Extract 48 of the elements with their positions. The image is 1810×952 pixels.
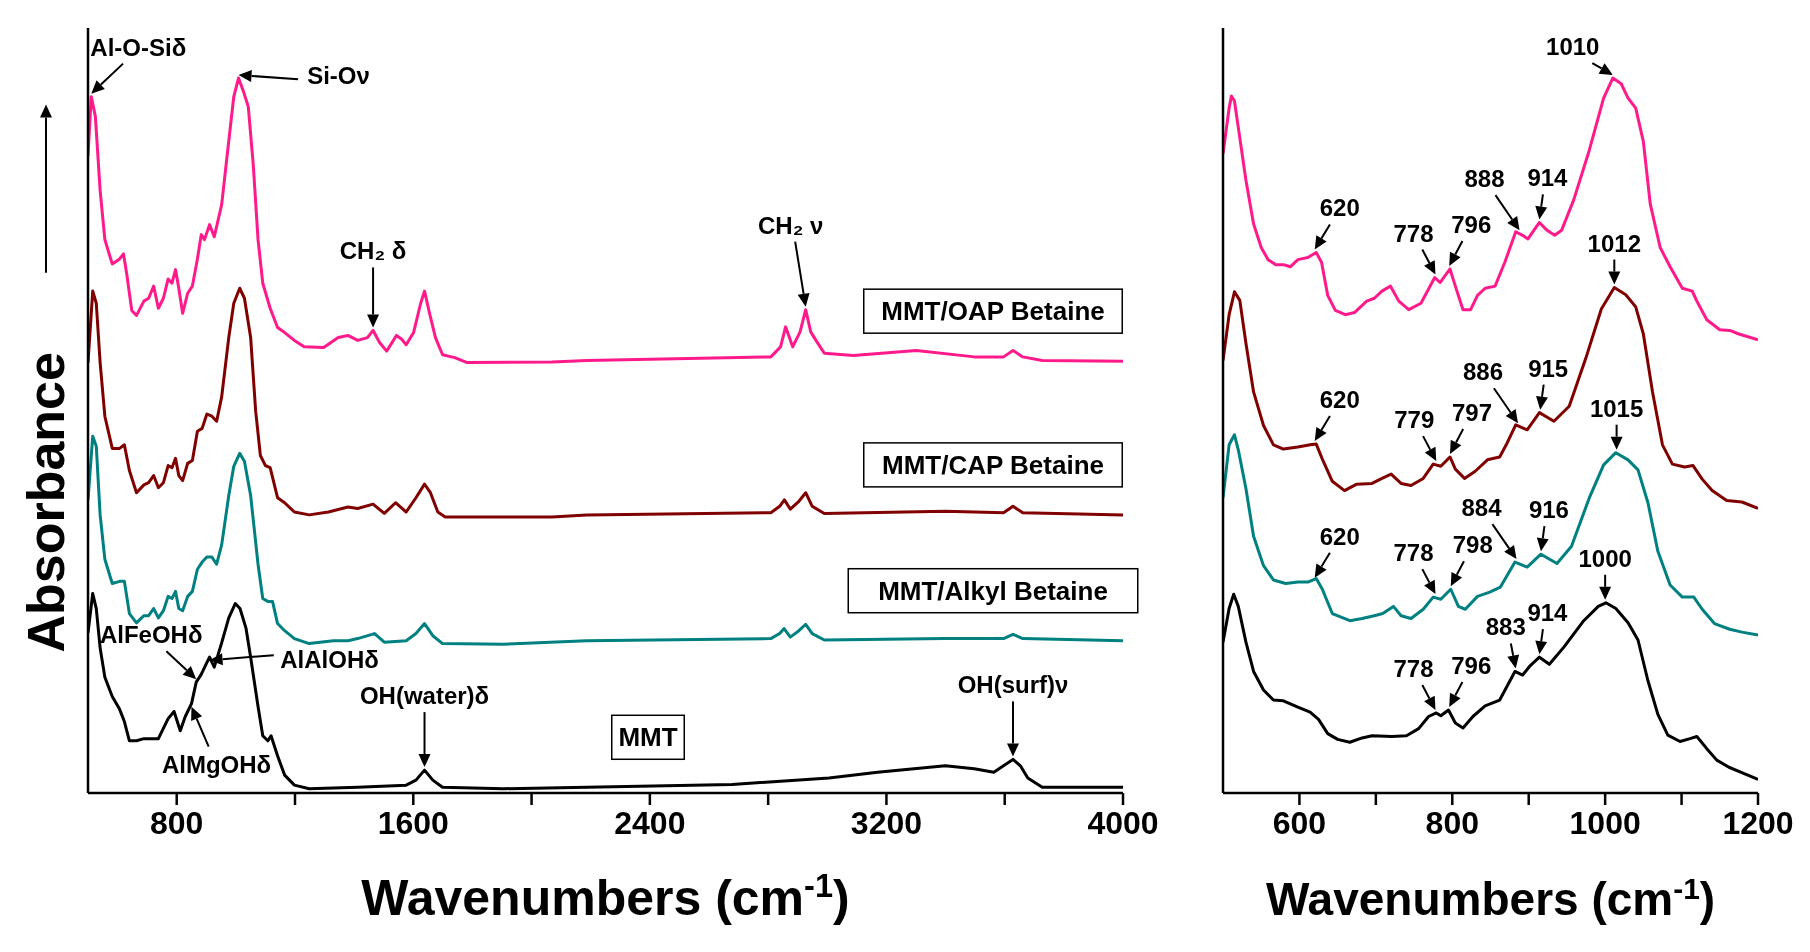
series-label: MMT/OAP Betaine: [881, 296, 1105, 327]
annotation: 778: [1393, 219, 1434, 247]
annotation: 796: [1451, 210, 1492, 238]
annotation: 884: [1461, 493, 1503, 521]
annotation: Si-Oν: [307, 61, 370, 89]
series-label: MMT/Alkyl Betaine: [878, 575, 1108, 606]
x-tick-label: 3200: [850, 804, 923, 841]
annotation: AlAlOHδ: [280, 645, 379, 673]
annotation: Al-O-Siδ: [90, 33, 187, 61]
x-axis-title: Wavenumbers (cm$^{-1}$): [361, 868, 850, 926]
annotation: AlMgOHδ: [161, 750, 272, 778]
x-tick-label: 600: [1272, 804, 1327, 841]
annotation: 778: [1393, 654, 1434, 682]
annotation: 1015: [1589, 394, 1644, 422]
annotation: 798: [1452, 530, 1493, 558]
annotation: 797: [1451, 398, 1493, 426]
annotation: 620: [1319, 522, 1360, 550]
annotation: 914: [1527, 163, 1569, 191]
x-tick-label: 4000: [1087, 804, 1159, 841]
annotation: CH₂ δ: [339, 236, 407, 264]
annotation: 620: [1319, 194, 1360, 221]
x-axis-title: Wavenumbers (cm$^{-1}$): [1265, 871, 1716, 925]
annotation: AlFeOHδ: [99, 620, 203, 648]
annotation: CH₂ ν: [758, 211, 824, 239]
annotation: 883: [1485, 612, 1526, 640]
annotation: OH(surf)ν: [957, 670, 1069, 698]
series-label: MMT: [618, 722, 678, 753]
x-tick-label: 1000: [1569, 804, 1641, 841]
annotation: 914: [1527, 598, 1569, 626]
series-label: MMT/CAP Betaine: [882, 449, 1104, 480]
annotation: 886: [1462, 357, 1504, 385]
annotation: OH(water)δ: [359, 681, 490, 709]
annotation: 916: [1528, 495, 1569, 523]
annotation: 888: [1464, 164, 1505, 192]
x-tick-label: 1200: [1722, 804, 1794, 841]
annotation: 620: [1319, 385, 1360, 413]
annotation: 1010: [1546, 32, 1600, 60]
annotation: 778: [1393, 538, 1434, 566]
annotation: 796: [1451, 651, 1492, 679]
x-tick-label: 800: [150, 804, 204, 841]
annotation: 915: [1528, 354, 1569, 382]
x-tick-label: 1600: [377, 804, 449, 841]
annotation: 1012: [1587, 229, 1642, 257]
annotation: 779: [1394, 405, 1435, 433]
y-axis-title: Absorbance: [17, 352, 75, 653]
annotation: 1000: [1578, 544, 1632, 572]
x-tick-label: 2400: [614, 804, 686, 841]
x-tick-label: 800: [1425, 804, 1479, 841]
